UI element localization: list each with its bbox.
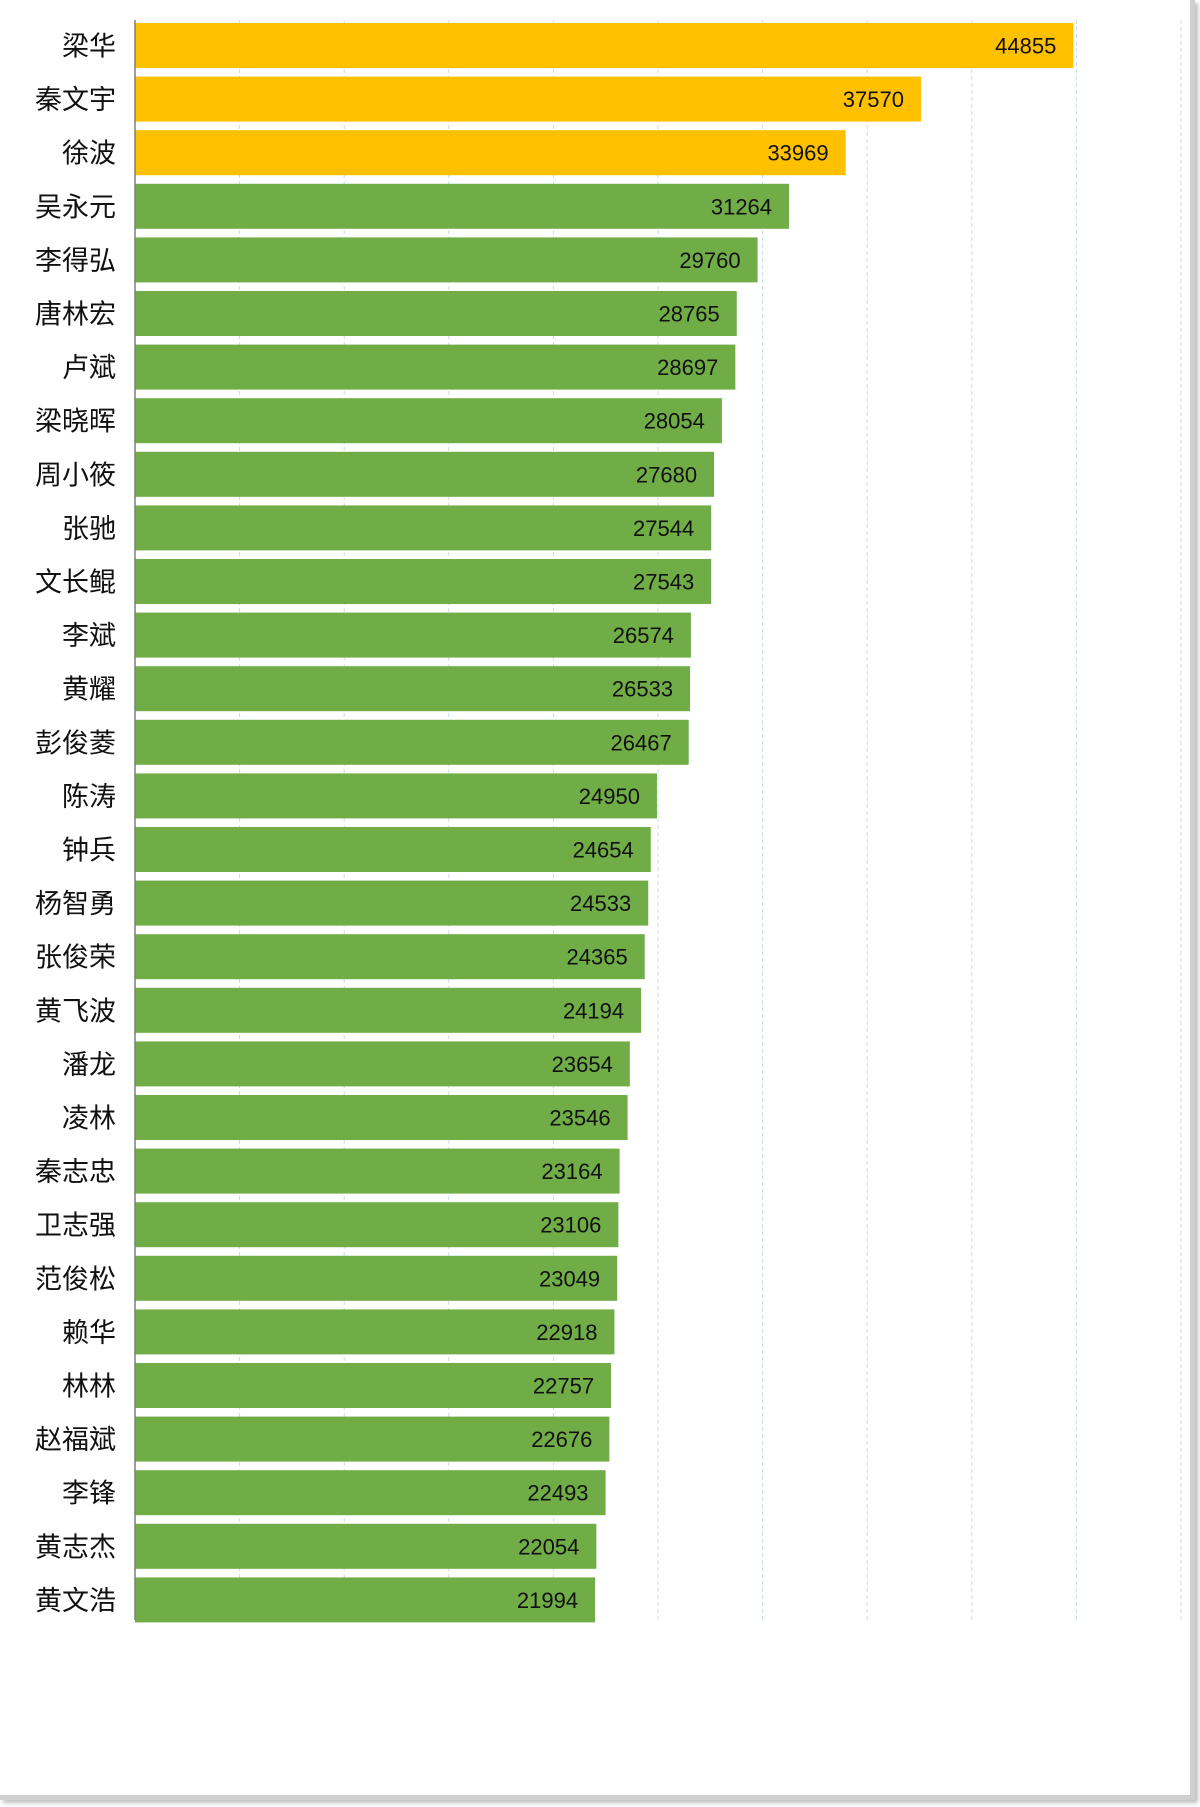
value-label: 24654 (573, 838, 634, 863)
category-label: 秦志忠 (35, 1157, 116, 1188)
bar (135, 1041, 630, 1087)
value-label: 27680 (636, 462, 697, 487)
category-label: 彭俊菱 (35, 728, 116, 759)
category-label: 卫志强 (35, 1211, 116, 1242)
value-label: 23654 (552, 1052, 613, 1077)
category-label: 黄志杰 (35, 1532, 116, 1563)
value-label: 22918 (536, 1320, 597, 1345)
value-label: 23546 (549, 1106, 610, 1131)
bar (135, 1523, 597, 1569)
category-label: 林林 (62, 1372, 116, 1403)
value-label: 22757 (533, 1374, 594, 1399)
category-label: 潘龙 (62, 1050, 116, 1081)
value-label: 24194 (563, 998, 624, 1023)
category-label: 吴永元 (35, 192, 116, 223)
value-label: 28765 (659, 302, 720, 327)
bar (135, 719, 689, 765)
category-label: 徐波 (62, 139, 116, 170)
bar (135, 505, 712, 551)
bar (135, 666, 691, 712)
category-label: 黄文浩 (35, 1586, 116, 1617)
bar (135, 827, 651, 872)
bar (135, 773, 657, 819)
value-labels: 44855 37570 33969 31264 29760 28765 28697 28054… (517, 34, 1056, 1613)
value-label: 22054 (518, 1534, 579, 1559)
bar (135, 612, 691, 658)
category-label: 秦文宇 (35, 85, 116, 116)
bar (135, 1363, 612, 1408)
category-label: 唐林宏 (35, 300, 116, 331)
category-label: 文长鲲 (35, 568, 116, 599)
category-label: 赵福斌 (35, 1425, 116, 1456)
value-label: 27544 (633, 516, 694, 541)
category-labels: 梁华秦文宇徐波吴永元李得弘唐林宏卢斌梁晓晖周小筱张驰文长鲲李斌黄耀彭俊菱陈涛钟兵… (35, 32, 116, 1617)
bar (135, 1255, 618, 1301)
bar (135, 183, 790, 229)
bar (135, 1577, 596, 1623)
category-label: 范俊松 (35, 1264, 116, 1295)
value-label: 23049 (539, 1266, 600, 1291)
category-label: 李锋 (62, 1479, 116, 1510)
value-label: 31264 (711, 194, 772, 219)
value-label: 22676 (531, 1427, 592, 1452)
bar (135, 1309, 615, 1355)
value-label: 37570 (843, 87, 904, 112)
bar (135, 398, 722, 444)
value-label: 23164 (541, 1159, 602, 1184)
bars (135, 23, 1074, 1623)
bar (135, 934, 645, 980)
category-label: 赖华 (62, 1318, 116, 1349)
bar (135, 23, 1074, 68)
bar (135, 559, 712, 604)
value-label: 28697 (657, 355, 718, 380)
bar (135, 1148, 620, 1194)
bar (135, 451, 715, 497)
category-label: 张驰 (62, 514, 116, 545)
value-label: 21994 (517, 1588, 578, 1613)
value-label: 22493 (527, 1481, 588, 1506)
value-label: 29760 (679, 248, 740, 273)
value-label: 24533 (570, 891, 631, 916)
category-label: 李斌 (62, 621, 116, 652)
category-label: 杨智勇 (35, 889, 116, 920)
value-label: 26467 (611, 730, 672, 755)
category-label: 黄耀 (62, 675, 116, 706)
bar (135, 344, 736, 390)
gridlines (239, 20, 1182, 1620)
value-label: 26574 (613, 623, 674, 648)
bar (135, 880, 649, 926)
value-label: 26533 (612, 677, 673, 702)
bar (135, 76, 921, 122)
category-label: 陈涛 (62, 782, 116, 813)
category-label: 钟兵 (62, 836, 116, 867)
bar (135, 130, 846, 176)
bar (135, 1202, 619, 1248)
category-label: 黄飞波 (35, 996, 116, 1027)
value-label: 33969 (767, 141, 828, 166)
value-label: 44855 (995, 34, 1056, 59)
category-label: 梁晓晖 (35, 407, 116, 438)
category-label: 李得弘 (35, 246, 116, 277)
value-label: 28054 (644, 409, 705, 434)
bar (135, 987, 642, 1033)
bar (135, 1470, 606, 1516)
bar (135, 1416, 610, 1462)
value-label: 27543 (633, 570, 694, 595)
bar (135, 291, 737, 336)
category-label: 张俊荣 (35, 943, 116, 974)
category-label: 周小筱 (35, 460, 116, 491)
bar (135, 237, 758, 283)
value-label: 23106 (540, 1213, 601, 1238)
category-label: 梁华 (62, 32, 116, 63)
value-label: 24365 (567, 945, 628, 970)
bar (135, 1095, 628, 1140)
value-label: 24950 (579, 784, 640, 809)
category-label: 卢斌 (62, 353, 116, 384)
category-label: 凌林 (62, 1104, 116, 1135)
